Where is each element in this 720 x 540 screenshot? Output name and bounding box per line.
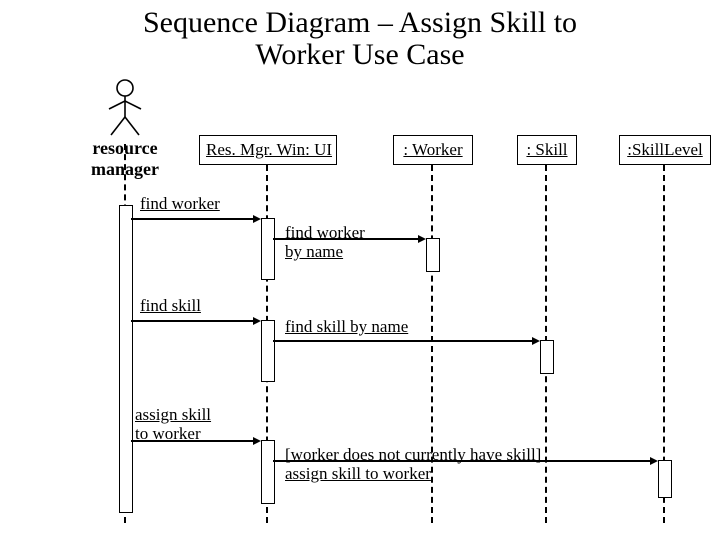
participant-skill: : Skill xyxy=(517,135,577,165)
message-label: assign skillto worker xyxy=(135,406,211,443)
message-label: [worker does not currently have skill]as… xyxy=(285,446,541,483)
activation-box xyxy=(261,218,275,280)
participant-skilllevel-label: :SkillLevel xyxy=(627,140,703,159)
arrowhead-icon xyxy=(418,235,426,243)
message-line xyxy=(131,218,255,220)
message-label: find workerby name xyxy=(285,224,365,261)
arrowhead-icon xyxy=(253,437,261,445)
message-label: find skill xyxy=(140,297,201,316)
participant-skilllevel: :SkillLevel xyxy=(619,135,711,165)
participant-skill-label: : Skill xyxy=(526,140,567,159)
participant-ui-label: Res. Mgr. Win: UI xyxy=(206,140,332,159)
arrowhead-icon xyxy=(253,215,261,223)
activation-box xyxy=(540,340,554,374)
title-line-1: Sequence Diagram – Assign Skill to xyxy=(0,6,720,40)
arrowhead-icon xyxy=(650,457,658,465)
participant-ui: Res. Mgr. Win: UI xyxy=(199,135,337,165)
arrowhead-icon xyxy=(532,337,540,345)
message-line xyxy=(131,320,255,322)
activation-box xyxy=(426,238,440,272)
message-label: find worker xyxy=(140,195,220,214)
message-line xyxy=(273,340,534,342)
title-line-2: Worker Use Case xyxy=(0,38,720,72)
message-label: find skill by name xyxy=(285,318,408,337)
arrowhead-icon xyxy=(253,317,261,325)
activation-box xyxy=(261,320,275,382)
participant-worker-label: : Worker xyxy=(403,140,462,159)
actor-icon xyxy=(105,79,145,139)
activation-actor xyxy=(119,205,133,513)
activation-box xyxy=(658,460,672,498)
diagram-title: Sequence Diagram – Assign Skill to Worke… xyxy=(0,6,720,72)
activation-box xyxy=(261,440,275,504)
participant-worker: : Worker xyxy=(393,135,473,165)
